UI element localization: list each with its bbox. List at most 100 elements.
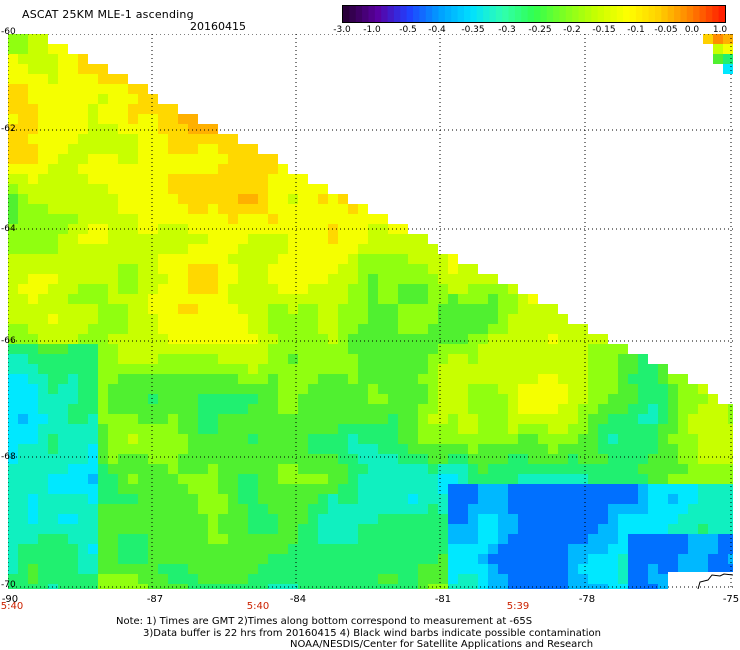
colorbar-segment [362,6,370,22]
time-label-1: 5:40 [0,601,24,612]
time-label-3: 5:39 [506,601,530,612]
colorbar-segment [661,6,669,22]
colorbar-tick-label: 0.0 [684,25,700,35]
colorbar-tick-label: 1.0 [712,25,728,35]
colorbar-segment [521,6,529,22]
colorbar-segment [514,6,522,22]
colorbar-segment [565,6,573,22]
colorbar-segment [674,6,682,22]
colorbar-tick-label: -0.05 [654,25,678,35]
data-cell [723,54,733,64]
colorbar-segment [642,6,650,22]
colorbar-segment [451,6,459,22]
colorbar-segment [629,6,637,22]
colorbar-tick-label: -0.2 [563,25,581,35]
footer-note-3: NOAA/NESDIS/Center for Satellite Applica… [290,639,594,650]
lat-label-66: -66 [1,336,16,346]
colorbar-segment [616,6,624,22]
colorbar-segment [413,6,420,22]
colorbar-segment [680,6,688,22]
colorbar-segment [604,6,611,22]
colorbar-segment [559,6,567,22]
colorbar-segment [648,6,656,22]
data-cell [713,44,723,54]
lat-label-62: -62 [1,124,16,134]
colorbar-segment [381,6,389,22]
colorbar-tick-label: -0.15 [592,25,616,35]
colorbar-tick-label: -1.0 [363,25,381,35]
colorbar-tick-label: -0.35 [461,25,485,35]
colorbar-segment [699,6,707,22]
data-cell [723,44,733,54]
colorbar-segment [470,6,478,22]
colorbar-segment [591,6,599,22]
data-cell [713,54,723,64]
data-cell [703,34,713,44]
map-plot [8,34,733,589]
colorbar-segment [457,6,465,22]
colorbar-segment [502,6,510,22]
time-label-2: 5:40 [246,601,270,612]
colorbar-segment [508,6,516,22]
colorbar-segment [368,6,376,22]
colorbar-segment [654,6,662,22]
data-field [8,34,733,589]
colorbar-segment [343,6,350,22]
colorbar-segment [718,6,725,22]
colorbar-segment [355,6,363,22]
colorbar-segment [584,6,592,22]
colorbar-segment [572,6,580,22]
colorbar-segment [489,6,497,22]
colorbar-tick-label: -0.3 [498,25,516,35]
colorbar-segment [425,6,433,22]
colorbar-segment [667,6,675,22]
colorbar-segment [686,6,694,22]
data-cell [723,64,733,74]
footer-note-2: 3)Data buffer is 22 hrs from 20160415 4)… [143,628,601,639]
colorbar-segment [483,6,491,22]
data-cell [713,34,723,44]
lon-label-78: -78 [578,594,596,605]
colorbar-segment [419,6,427,22]
colorbar-segment [635,6,643,22]
colorbar-segment [400,6,408,22]
colorbar-tick-label: -0.25 [528,25,552,35]
lat-label-70: -70 [1,580,16,590]
colorbar-segment [693,6,701,22]
lon-label-75: -75 [722,594,740,605]
lon-label-84: -84 [289,594,307,605]
colorbar-segment [553,6,561,22]
coastline [697,573,733,589]
colorbar-segment [349,6,357,22]
colorbar-segment [546,6,554,22]
colorbar-segment [540,6,548,22]
colorbar-segment [432,6,440,22]
colorbar-tick-label: -0.1 [627,25,645,35]
colorbar-segment [578,6,586,22]
lon-label-90: -90 [1,594,19,605]
colorbar-segment [374,6,382,22]
colorbar [342,5,726,23]
colorbar-segment [438,6,446,22]
land-area [668,572,733,589]
colorbar-labels: -3.0 -1.0 -0.5 -0.4 -0.35 -0.3 -0.25 -0.2 -0.15 -… [330,25,740,37]
colorbar-segment [393,6,401,22]
lat-label-68: -68 [1,452,16,462]
colorbar-segment [597,6,605,22]
colorbar-segment [534,6,541,22]
lat-label-64: -64 [1,224,16,234]
colorbar-segment [495,6,503,22]
colorbar-segment [476,6,484,22]
data-cell [723,34,733,44]
footer-note-1: Note: 1) Times are GMT 2)Times along bot… [116,616,533,627]
colorbar-segment [387,6,395,22]
lon-label-87: -87 [146,594,164,605]
product-date: 20160415 [190,20,246,33]
colorbar-segment [623,6,631,22]
colorbar-segment [705,6,713,22]
colorbar-segment [463,6,471,22]
colorbar-tick-label: -3.0 [333,25,351,35]
lat-label-60: -60 [1,27,16,37]
colorbar-tick-label: -0.4 [428,25,446,35]
colorbar-segment [527,6,535,22]
